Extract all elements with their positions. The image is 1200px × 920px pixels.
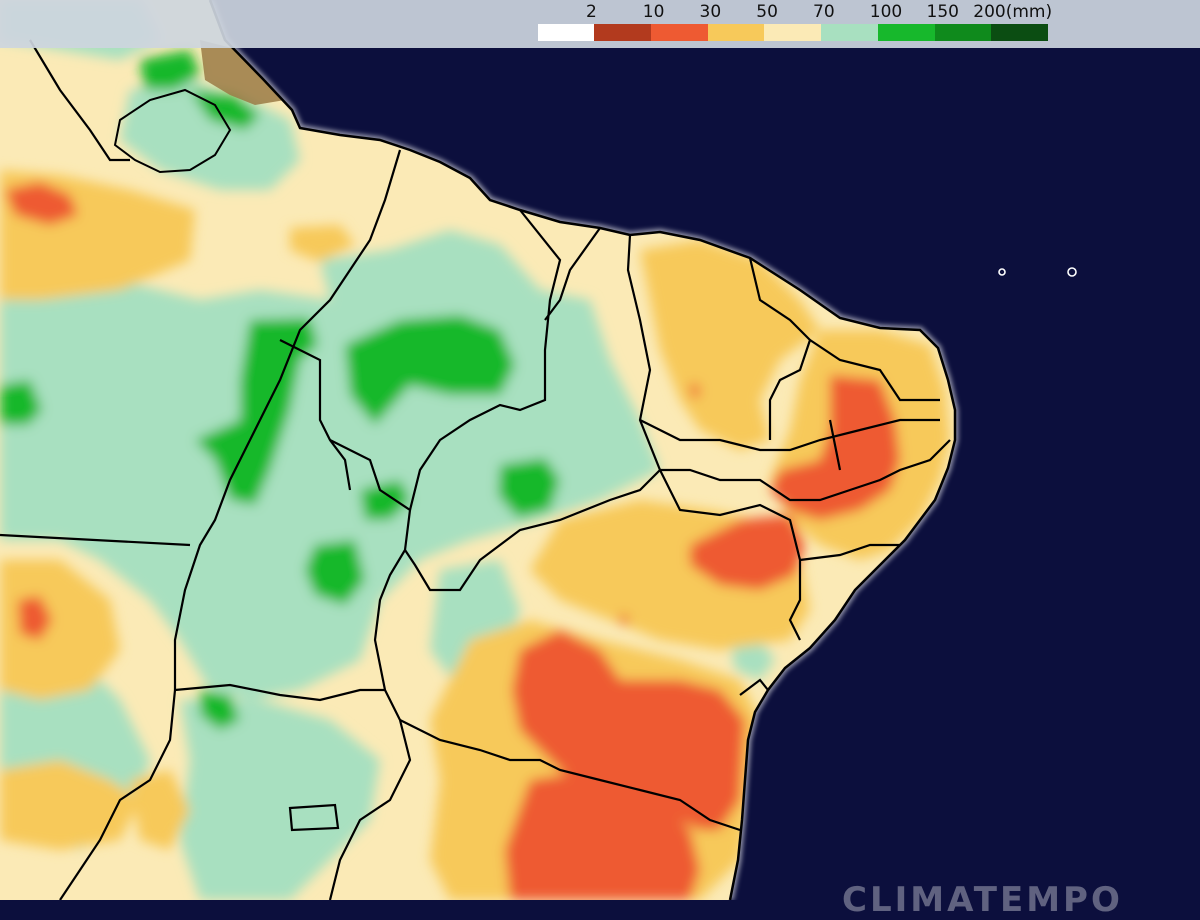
legend-swatch bbox=[538, 24, 594, 41]
coastline bbox=[208, 0, 957, 900]
legend-tick-label: 70 bbox=[813, 2, 835, 22]
legend-labels: 2 10 30 50 70 100 150 200(mm) bbox=[540, 2, 1100, 22]
legend-swatch bbox=[650, 24, 708, 41]
legend-swatch bbox=[991, 24, 1048, 41]
legend-swatch bbox=[707, 24, 765, 41]
legend-tick-label: 10 bbox=[642, 2, 665, 22]
legend-tick-label: 2 bbox=[586, 2, 597, 22]
legend-tick-label: 50 bbox=[756, 2, 778, 22]
legend-swatch bbox=[764, 24, 821, 41]
island-marker bbox=[998, 268, 1006, 276]
legend-swatches bbox=[538, 24, 1048, 41]
state-boundaries bbox=[0, 39, 951, 900]
legend-swatch bbox=[877, 24, 935, 41]
legend-swatch bbox=[821, 24, 878, 41]
legend-tick-label: 200(mm) bbox=[973, 2, 1053, 22]
legend-swatch bbox=[594, 24, 651, 41]
legend-tick-label: 150 bbox=[926, 2, 959, 22]
legend-tick-label: 30 bbox=[699, 2, 722, 22]
legend-tick-label: 100 bbox=[869, 2, 903, 22]
map-canvas bbox=[0, 0, 1077, 900]
legend-bar: 2 10 30 50 70 100 150 200(mm) bbox=[0, 0, 1200, 48]
watermark-logo: CLIMATEMPO bbox=[842, 880, 1123, 920]
island-marker bbox=[1067, 267, 1077, 277]
legend-swatch bbox=[934, 24, 992, 41]
